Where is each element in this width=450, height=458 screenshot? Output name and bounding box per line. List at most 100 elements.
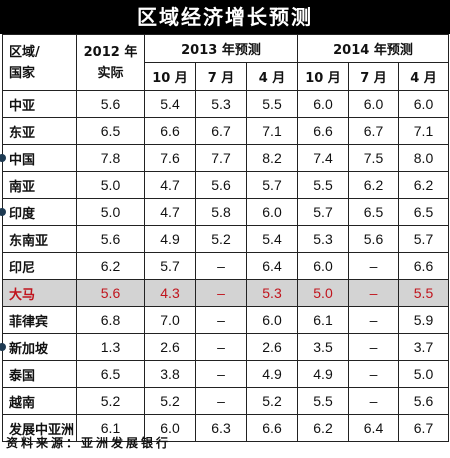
growth-value-cell: 5.5 — [398, 279, 449, 307]
growth-value-cell: 4.3 — [144, 279, 196, 307]
region-name-cell: 印度 — [0, 198, 77, 226]
region-name-cell: 泰国 — [2, 360, 77, 388]
growth-value-cell: 6.5 — [76, 360, 145, 388]
growth-value-cell: 6.0 — [297, 252, 349, 280]
growth-value-cell: – — [195, 387, 247, 415]
growth-value-cell: 6.2 — [76, 252, 145, 280]
table-body: 中亚 5.6 5.4 5.3 5.5 6.0 6.0 6.0 东亚 6.5 6.6 6.7 7.1 6.6… — [0, 90, 449, 442]
region-name-label: 中亚 — [9, 98, 36, 114]
growth-value-cell: 7.1 — [398, 117, 449, 145]
growth-value-cell: – — [348, 360, 399, 388]
growth-value-cell: 6.6 — [297, 117, 349, 145]
region-name-label: 印尼 — [9, 260, 36, 276]
table-row: 印尼 6.2 5.7–6.4 6.0–6.6 — [2, 252, 449, 280]
region-name-cell: 南亚 — [2, 171, 77, 199]
year-2012-column-header: 2012 年 实际 — [76, 34, 145, 91]
table-row: 印度 5.0 4.7 5.8 6.0 5.7 6.5 6.5 — [0, 198, 449, 226]
growth-value-cell: – — [348, 306, 399, 334]
table-row: 泰国 6.5 3.8–4.9 4.9–5.0 — [2, 360, 449, 388]
region-name-label: 菲律宾 — [9, 314, 49, 330]
growth-value-cell: 3.5 — [297, 333, 349, 361]
growth-value-cell: 5.0 — [76, 171, 145, 199]
growth-value-cell: 6.5 — [348, 198, 399, 226]
growth-value-cell: – — [348, 387, 399, 415]
month-header-2014-apr: 4 月 — [398, 62, 449, 91]
region-name-cell: 越南 — [2, 387, 77, 415]
region-name-label: 新加坡 — [9, 341, 49, 357]
growth-value-cell: 5.0 — [76, 198, 145, 226]
growth-value-cell: 6.1 — [76, 414, 145, 442]
growth-value-cell: 7.1 — [246, 117, 298, 145]
growth-value-cell: 6.2 — [297, 414, 349, 442]
growth-value-cell: – — [348, 279, 399, 307]
growth-value-cell: 8.2 — [246, 144, 298, 172]
table-row: 中亚 5.6 5.4 5.3 5.5 6.0 6.0 6.0 — [2, 90, 449, 118]
growth-value-cell: 6.3 — [195, 414, 247, 442]
growth-value-cell: 7.8 — [76, 144, 145, 172]
region-name-cell: 新加坡 — [0, 333, 77, 361]
growth-value-cell: 7.7 — [195, 144, 247, 172]
source-note: 资料来源：亚洲发展银行 — [6, 436, 172, 450]
growth-value-cell: 5.6 — [398, 387, 449, 415]
growth-value-cell: 4.7 — [144, 171, 196, 199]
month-header-2014-jul: 7 月 — [348, 62, 399, 91]
growth-value-cell: 6.0 — [348, 90, 399, 118]
month-header-2014-oct: 10 月 — [297, 62, 349, 91]
growth-value-cell: 5.5 — [246, 90, 298, 118]
region-name-label: 泰国 — [9, 368, 36, 384]
region-name-label: 大马 — [9, 287, 36, 303]
region-name-cell: 东南亚 — [2, 225, 77, 253]
bullet-dot-icon — [0, 154, 6, 162]
growth-value-cell: – — [348, 252, 399, 280]
growth-value-cell: – — [195, 279, 247, 307]
growth-value-cell: 5.6 — [195, 171, 247, 199]
bullet-dot-icon — [0, 208, 6, 216]
growth-value-cell: 6.6 — [144, 117, 196, 145]
table-row: 东亚 6.5 6.6 6.7 7.1 6.6 6.7 7.1 — [2, 117, 449, 145]
growth-value-cell: 6.0 — [246, 306, 298, 334]
growth-value-cell: 3.7 — [398, 333, 449, 361]
table-row: 越南 5.2 5.2–5.2 5.5–5.6 — [2, 387, 449, 415]
growth-value-cell: 6.6 — [246, 414, 298, 442]
growth-value-cell: 5.7 — [297, 198, 349, 226]
growth-value-cell: 4.9 — [297, 360, 349, 388]
growth-value-cell: 5.6 — [76, 279, 145, 307]
growth-value-cell: 7.4 — [297, 144, 349, 172]
growth-value-cell: 4.9 — [144, 225, 196, 253]
bullet-dot-icon — [0, 343, 6, 351]
growth-value-cell: 6.7 — [348, 117, 399, 145]
growth-value-cell: 6.2 — [348, 171, 399, 199]
region-name-cell: 发展中亚洲 — [2, 414, 77, 442]
table-row: 中国 7.8 7.6 7.7 8.2 7.4 7.5 8.0 — [0, 144, 449, 172]
growth-value-cell: 3.8 — [144, 360, 196, 388]
growth-value-cell: 5.2 — [144, 387, 196, 415]
growth-value-cell: 5.2 — [195, 225, 247, 253]
growth-value-cell: 5.5 — [297, 171, 349, 199]
growth-value-cell: 6.7 — [195, 117, 247, 145]
growth-value-cell: 2.6 — [144, 333, 196, 361]
growth-value-cell: 6.8 — [76, 306, 145, 334]
region-name-cell: 大马 — [2, 279, 77, 307]
table-row: 大马 5.6 4.3–5.3 5.0–5.5 — [2, 279, 449, 307]
growth-value-cell: 4.9 — [246, 360, 298, 388]
growth-value-cell: 5.2 — [246, 387, 298, 415]
growth-value-cell: 2.6 — [246, 333, 298, 361]
region-name-label: 东南亚 — [9, 233, 49, 249]
growth-value-cell: 6.0 — [297, 90, 349, 118]
growth-value-cell: 6.1 — [297, 306, 349, 334]
growth-value-cell: 6.5 — [76, 117, 145, 145]
region-name-label: 南亚 — [9, 179, 36, 195]
region-column-header: 区域/ 国家 — [2, 34, 77, 91]
table-row: 东南亚 5.6 4.9 5.2 5.4 5.3 5.6 5.7 — [2, 225, 449, 253]
growth-value-cell: 5.9 — [398, 306, 449, 334]
month-header-2013-jul: 7 月 — [195, 62, 247, 91]
growth-value-cell: 5.6 — [76, 225, 145, 253]
growth-value-cell: 6.7 — [398, 414, 449, 442]
page-title: 区域经济增长预测 — [0, 0, 450, 34]
region-name-cell: 中国 — [0, 144, 77, 172]
growth-value-cell: 6.5 — [398, 198, 449, 226]
growth-value-cell: 5.2 — [76, 387, 145, 415]
growth-value-cell: 5.6 — [76, 90, 145, 118]
growth-value-cell: 1.3 — [76, 333, 145, 361]
growth-value-cell: 6.4 — [348, 414, 399, 442]
